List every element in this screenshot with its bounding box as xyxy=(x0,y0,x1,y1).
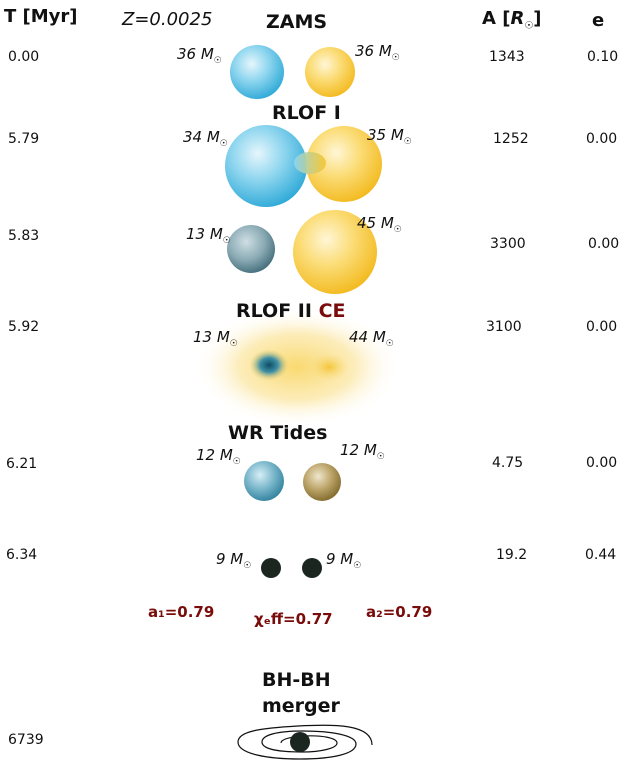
mass-label: 35 M☉ xyxy=(367,126,412,147)
merger-time-value: 6739 xyxy=(8,732,44,748)
time-value: 6.21 xyxy=(6,456,38,472)
chi-eff-label: χₑff=0.77 xyxy=(254,610,333,628)
black-hole-1 xyxy=(261,558,281,578)
mass-label: 36 M☉ xyxy=(177,45,222,66)
separation-value: 3300 xyxy=(490,236,526,252)
merger-label-line1: BH-BH xyxy=(262,669,331,691)
ce-core-2 xyxy=(309,353,349,381)
stage-label-rlof1: RLOF I xyxy=(272,102,341,124)
separation-value: 4.75 xyxy=(492,455,524,471)
merger-spiral xyxy=(237,724,373,760)
stage-label-wr-tides: WR Tides xyxy=(228,422,328,444)
separation-column-header: A [R☉] xyxy=(482,8,542,32)
spin-a1-label: a₁=0.79 xyxy=(148,603,215,621)
stage3-star-2 xyxy=(293,210,377,294)
mass-label: 12 M☉ xyxy=(340,441,385,462)
time-value: 5.92 xyxy=(8,319,40,335)
time-value: 5.79 xyxy=(8,131,40,147)
spin-a2-label: a₂=0.79 xyxy=(366,603,433,621)
rlof1-mass-stream xyxy=(294,152,326,174)
separation-value: 3100 xyxy=(486,319,522,335)
time-value: 0.00 xyxy=(8,49,40,65)
eccentricity-value: 0.00 xyxy=(586,131,618,147)
rlof1-star-1 xyxy=(225,125,307,207)
wr-star-2 xyxy=(303,463,341,501)
mass-label: 34 M☉ xyxy=(183,128,228,149)
time-value: 5.83 xyxy=(8,228,40,244)
zams-star-1 xyxy=(230,45,284,99)
separation-value: 1252 xyxy=(493,131,529,147)
eccentricity-value: 0.00 xyxy=(586,455,618,471)
zams-star-2 xyxy=(305,47,355,97)
eccentricity-value: 0.44 xyxy=(585,547,617,563)
eccentricity-value: 0.00 xyxy=(586,319,618,335)
eccentricity-value: 0.00 xyxy=(588,236,620,252)
separation-value: 1343 xyxy=(489,49,525,65)
time-column-header: T [Myr] xyxy=(4,6,78,27)
merger-label-line2: merger xyxy=(262,695,340,717)
merged-black-hole xyxy=(290,732,310,752)
ce-label: CE xyxy=(318,300,346,322)
mass-label: 13 M☉ xyxy=(193,328,238,349)
metallicity-label: Z=0.0025 xyxy=(122,9,213,30)
eccentricity-column-header: e xyxy=(592,10,605,31)
mass-label: 12 M☉ xyxy=(196,446,241,467)
stage-label-zams: ZAMS xyxy=(266,11,328,33)
stage3-star-1 xyxy=(227,225,275,273)
wr-star-1 xyxy=(244,461,284,501)
mass-label: 36 M☉ xyxy=(355,42,400,63)
ce-core-1 xyxy=(249,349,289,381)
stage-label-rlof2: RLOF II CE xyxy=(236,300,346,322)
mass-label: 13 M☉ xyxy=(186,225,231,246)
mass-label: 44 M☉ xyxy=(349,328,394,349)
merger-label: BH-BH merger xyxy=(262,667,340,719)
time-value: 6.34 xyxy=(6,547,38,563)
black-hole-2 xyxy=(302,558,322,578)
eccentricity-value: 0.10 xyxy=(587,49,619,65)
mass-label: 9 M☉ xyxy=(326,550,362,571)
rlof1-star-2 xyxy=(306,126,382,202)
mass-label: 45 M☉ xyxy=(357,214,402,235)
separation-value: 19.2 xyxy=(496,547,528,563)
common-envelope xyxy=(193,307,401,427)
mass-label: 9 M☉ xyxy=(216,550,252,571)
